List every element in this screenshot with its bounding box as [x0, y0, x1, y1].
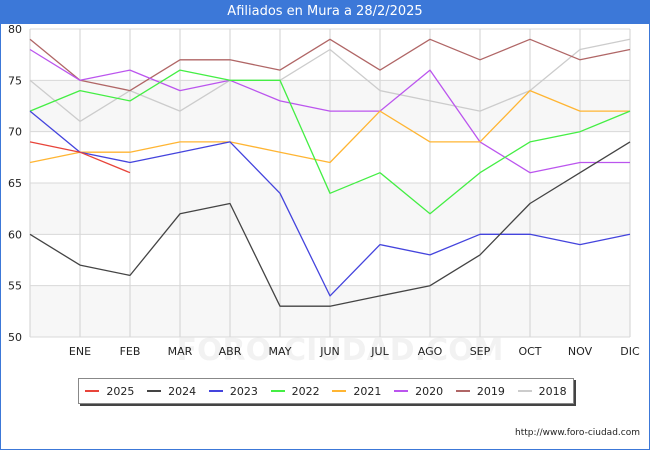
- x-tick-label: MAY: [269, 345, 292, 358]
- x-tick-label: JUN: [319, 345, 340, 358]
- legend-label: 2019: [476, 384, 505, 398]
- x-tick-label: MAR: [168, 345, 193, 358]
- legend-swatch: [394, 390, 409, 392]
- legend-label: 2025: [106, 384, 135, 398]
- legend-item-2018: 2018: [517, 384, 567, 398]
- x-tick-label: ENE: [69, 345, 91, 358]
- watermark: FORO-CIUDAD.COM: [177, 333, 504, 368]
- legend-label: 2022: [291, 384, 320, 398]
- legend-label: 2024: [168, 384, 197, 398]
- x-tick-label: ABR: [219, 345, 242, 358]
- legend-label: 2018: [538, 384, 567, 398]
- chart-legend: 2025 2024 2023 2022 2021 2020 2019 2018: [78, 378, 574, 404]
- x-tick-label: OCT: [518, 345, 541, 358]
- y-tick-label: 65: [8, 177, 22, 190]
- legend-swatch: [85, 390, 100, 392]
- x-tick-label: DIC: [620, 345, 640, 358]
- x-tick-label: NOV: [568, 345, 593, 358]
- legend-item-2023: 2023: [208, 384, 258, 398]
- legend-swatch: [332, 390, 347, 392]
- series-line-2023: [29, 110, 631, 297]
- y-tick-label: 80: [8, 24, 22, 36]
- legend-item-2025: 2025: [85, 385, 134, 398]
- x-tick-label: AGO: [418, 345, 443, 358]
- legend-label: 2020: [415, 384, 444, 398]
- series-line-2021: [29, 89, 630, 164]
- legend-swatch: [270, 390, 285, 392]
- legend-label: 2023: [229, 384, 258, 398]
- y-tick-label: 70: [8, 126, 22, 139]
- y-tick-label: 75: [8, 74, 22, 87]
- series-line-2024: [29, 141, 631, 307]
- x-tick-label: JUL: [370, 345, 389, 358]
- series-line-2019: [29, 38, 631, 92]
- legend-swatch: [147, 390, 162, 392]
- series-line-2020: [29, 48, 630, 174]
- series-line-2025: [29, 141, 131, 174]
- x-tick-label: FEB: [120, 345, 141, 358]
- source-url[interactable]: http://www.foro-ciudad.com: [515, 428, 640, 438]
- legend-item-2022: 2022: [270, 384, 320, 398]
- chart-title: Afiliados en Mura a 28/2/2025: [0, 0, 650, 24]
- y-tick-label: 60: [8, 228, 22, 241]
- legend-label: 2021: [353, 384, 382, 398]
- legend-item-2021: 2021: [332, 385, 381, 398]
- legend-item-2024: 2024: [147, 385, 196, 398]
- legend-item-2020: 2020: [394, 385, 443, 398]
- series-line-2022: [29, 69, 631, 215]
- legend-swatch: [208, 390, 223, 392]
- line-chart: FORO-CIUDAD.COM 50 55 60 65 70 75 80 ENE FEB MAR AB…: [8, 24, 640, 368]
- legend-swatch: [517, 390, 532, 392]
- legend-swatch: [455, 390, 470, 392]
- x-tick-label: SEP: [470, 345, 491, 358]
- y-tick-label: 50: [8, 331, 22, 344]
- y-tick-label: 55: [8, 280, 22, 293]
- legend-item-2019: 2019: [455, 384, 505, 398]
